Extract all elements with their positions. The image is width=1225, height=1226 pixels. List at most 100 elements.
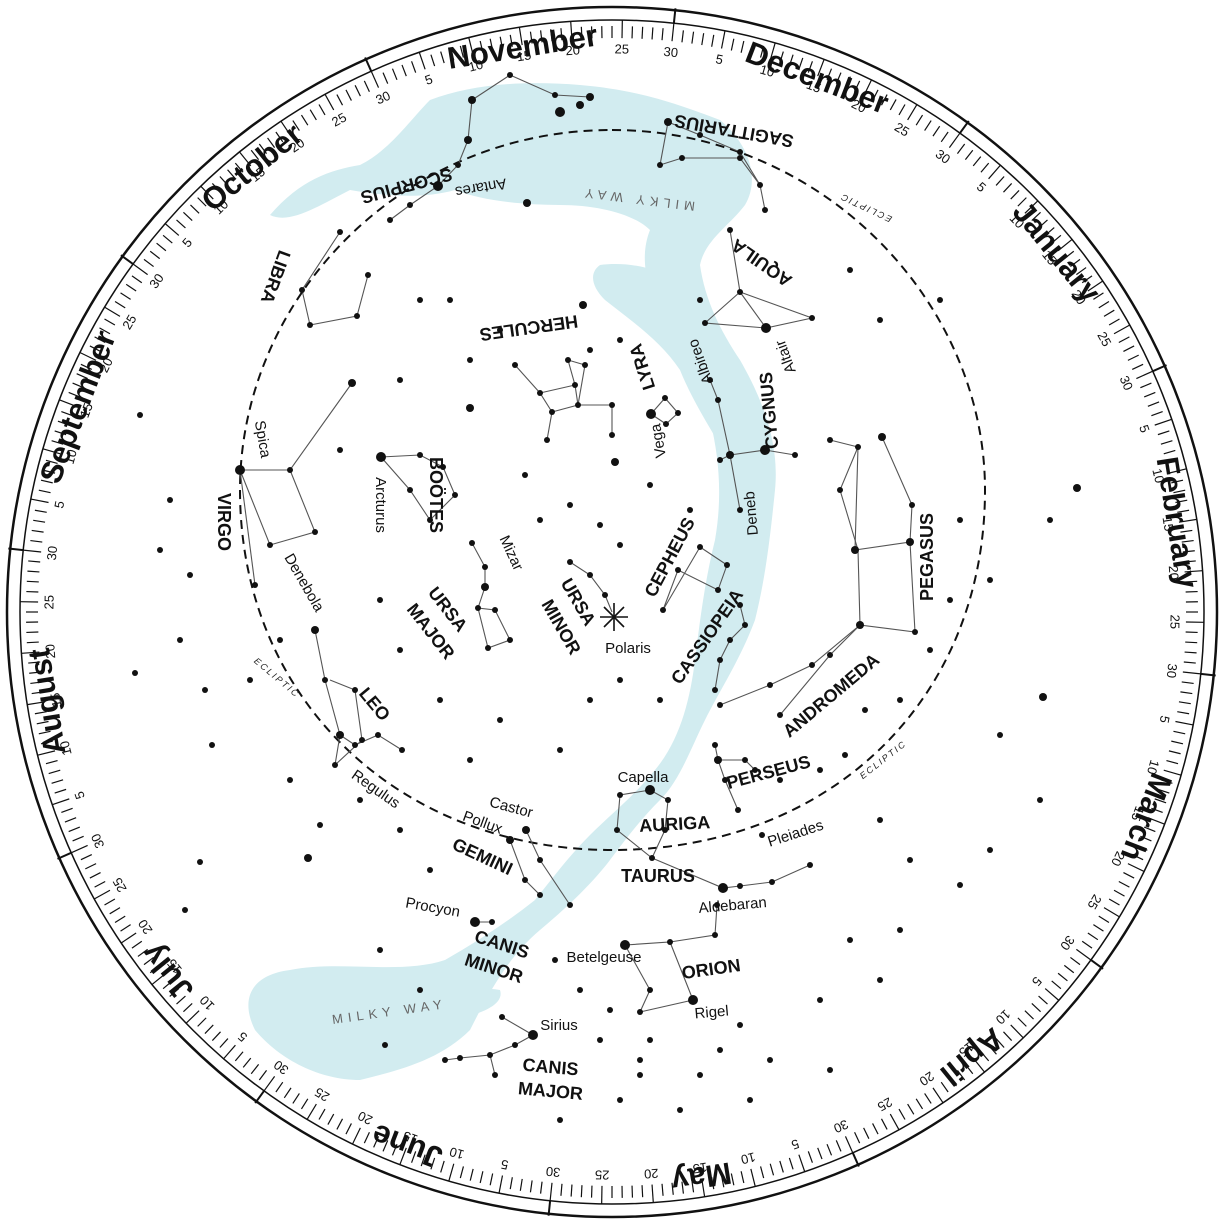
day-tick [292,120,300,131]
star-dot [609,402,615,408]
star-dot [957,882,963,888]
day-tick [1044,227,1055,236]
day-tick [948,1076,957,1087]
day-tick [156,242,167,252]
star-dot [737,155,743,161]
day-tick [197,197,207,207]
day-number: 10 [467,57,485,75]
star-dot [707,377,713,383]
day-tick [479,40,484,53]
day-number: 30 [44,545,60,561]
day-tick [430,54,436,67]
day-tick [54,430,67,436]
day-tick [915,114,924,126]
label-spica: Spica [251,419,274,460]
day-tick [43,469,56,474]
day-tick [1051,980,1062,990]
star-dot [809,662,815,668]
star-dot [909,502,915,508]
day-tick [1180,529,1193,533]
day-tick [681,1181,685,1194]
day-tick [907,104,918,121]
day-number: 10 [739,1149,757,1167]
day-number: 10 [1144,758,1162,776]
day-tick [769,42,776,61]
day-tick [570,21,573,40]
star-dot [299,287,305,293]
star-dot [817,997,823,1003]
star-dot [467,757,473,763]
day-tick [1166,459,1179,465]
day-number: 5 [71,789,88,801]
star-dot [807,862,813,868]
label-deneb: Deneb [741,491,762,537]
star-dot [348,379,356,387]
label-pegasus: PEGASUS [917,513,937,601]
day-tick [854,80,861,93]
day-tick [940,131,949,143]
star-dot [252,582,258,588]
day-tick [176,219,186,229]
day-tick [104,318,116,326]
day-tick [750,1168,756,1187]
day-tick [691,31,695,44]
star-dot [557,1117,563,1123]
label-aldebaran: Aldebaran [698,894,768,917]
star-dot [586,93,594,101]
star-dot [777,712,783,718]
day-tick [972,156,982,167]
day-tick [28,560,41,563]
day-number: 15 [692,1160,709,1177]
star-dot [522,826,530,834]
day-tick [318,1108,326,1120]
day-tick [1108,898,1120,906]
day-number: 20 [1108,849,1128,869]
star-dot [492,1072,498,1078]
star-dot [827,652,833,658]
star-dot [907,857,913,863]
month-divider [1152,364,1167,373]
star-dot [507,72,513,78]
day-tick [149,250,161,260]
day-tick [835,1140,842,1152]
label-sirius: Sirius [540,1017,578,1034]
star-dot [469,540,475,546]
day-tick [280,120,292,137]
day-tick [306,1103,317,1120]
star-dot [552,92,558,98]
day-tick [373,1136,380,1148]
star-dot [715,587,721,593]
day-tick [956,143,966,154]
star-dot [847,937,853,943]
day-tick [1147,401,1160,407]
star-dot [947,597,953,603]
day-tick [1173,489,1186,494]
day-tick [940,1081,949,1093]
day-tick [345,89,352,101]
inner-ring [19,19,1205,1205]
day-tick [519,1178,523,1191]
day-number: 10 [57,739,75,757]
star-dot [572,382,578,388]
day-tick [898,1108,906,1120]
star-dot [675,410,681,416]
day-tick [336,94,344,106]
star-dot [197,859,203,865]
day-tick [219,176,229,186]
star-dot [667,939,673,945]
star-dot [549,409,555,415]
day-tick [1143,826,1156,833]
ecliptic-line [238,128,987,852]
star-dot [697,132,703,138]
day-tick [560,28,563,41]
star-dot [137,412,143,418]
day-tick [114,300,126,309]
day-tick [529,31,533,44]
day-tick [1103,309,1115,317]
day-number: 20 [1069,287,1090,307]
star-dot [862,707,868,713]
day-tick [258,143,268,154]
day-tick [125,283,137,292]
star-dot [365,272,371,278]
day-number: 30 [1117,373,1137,392]
